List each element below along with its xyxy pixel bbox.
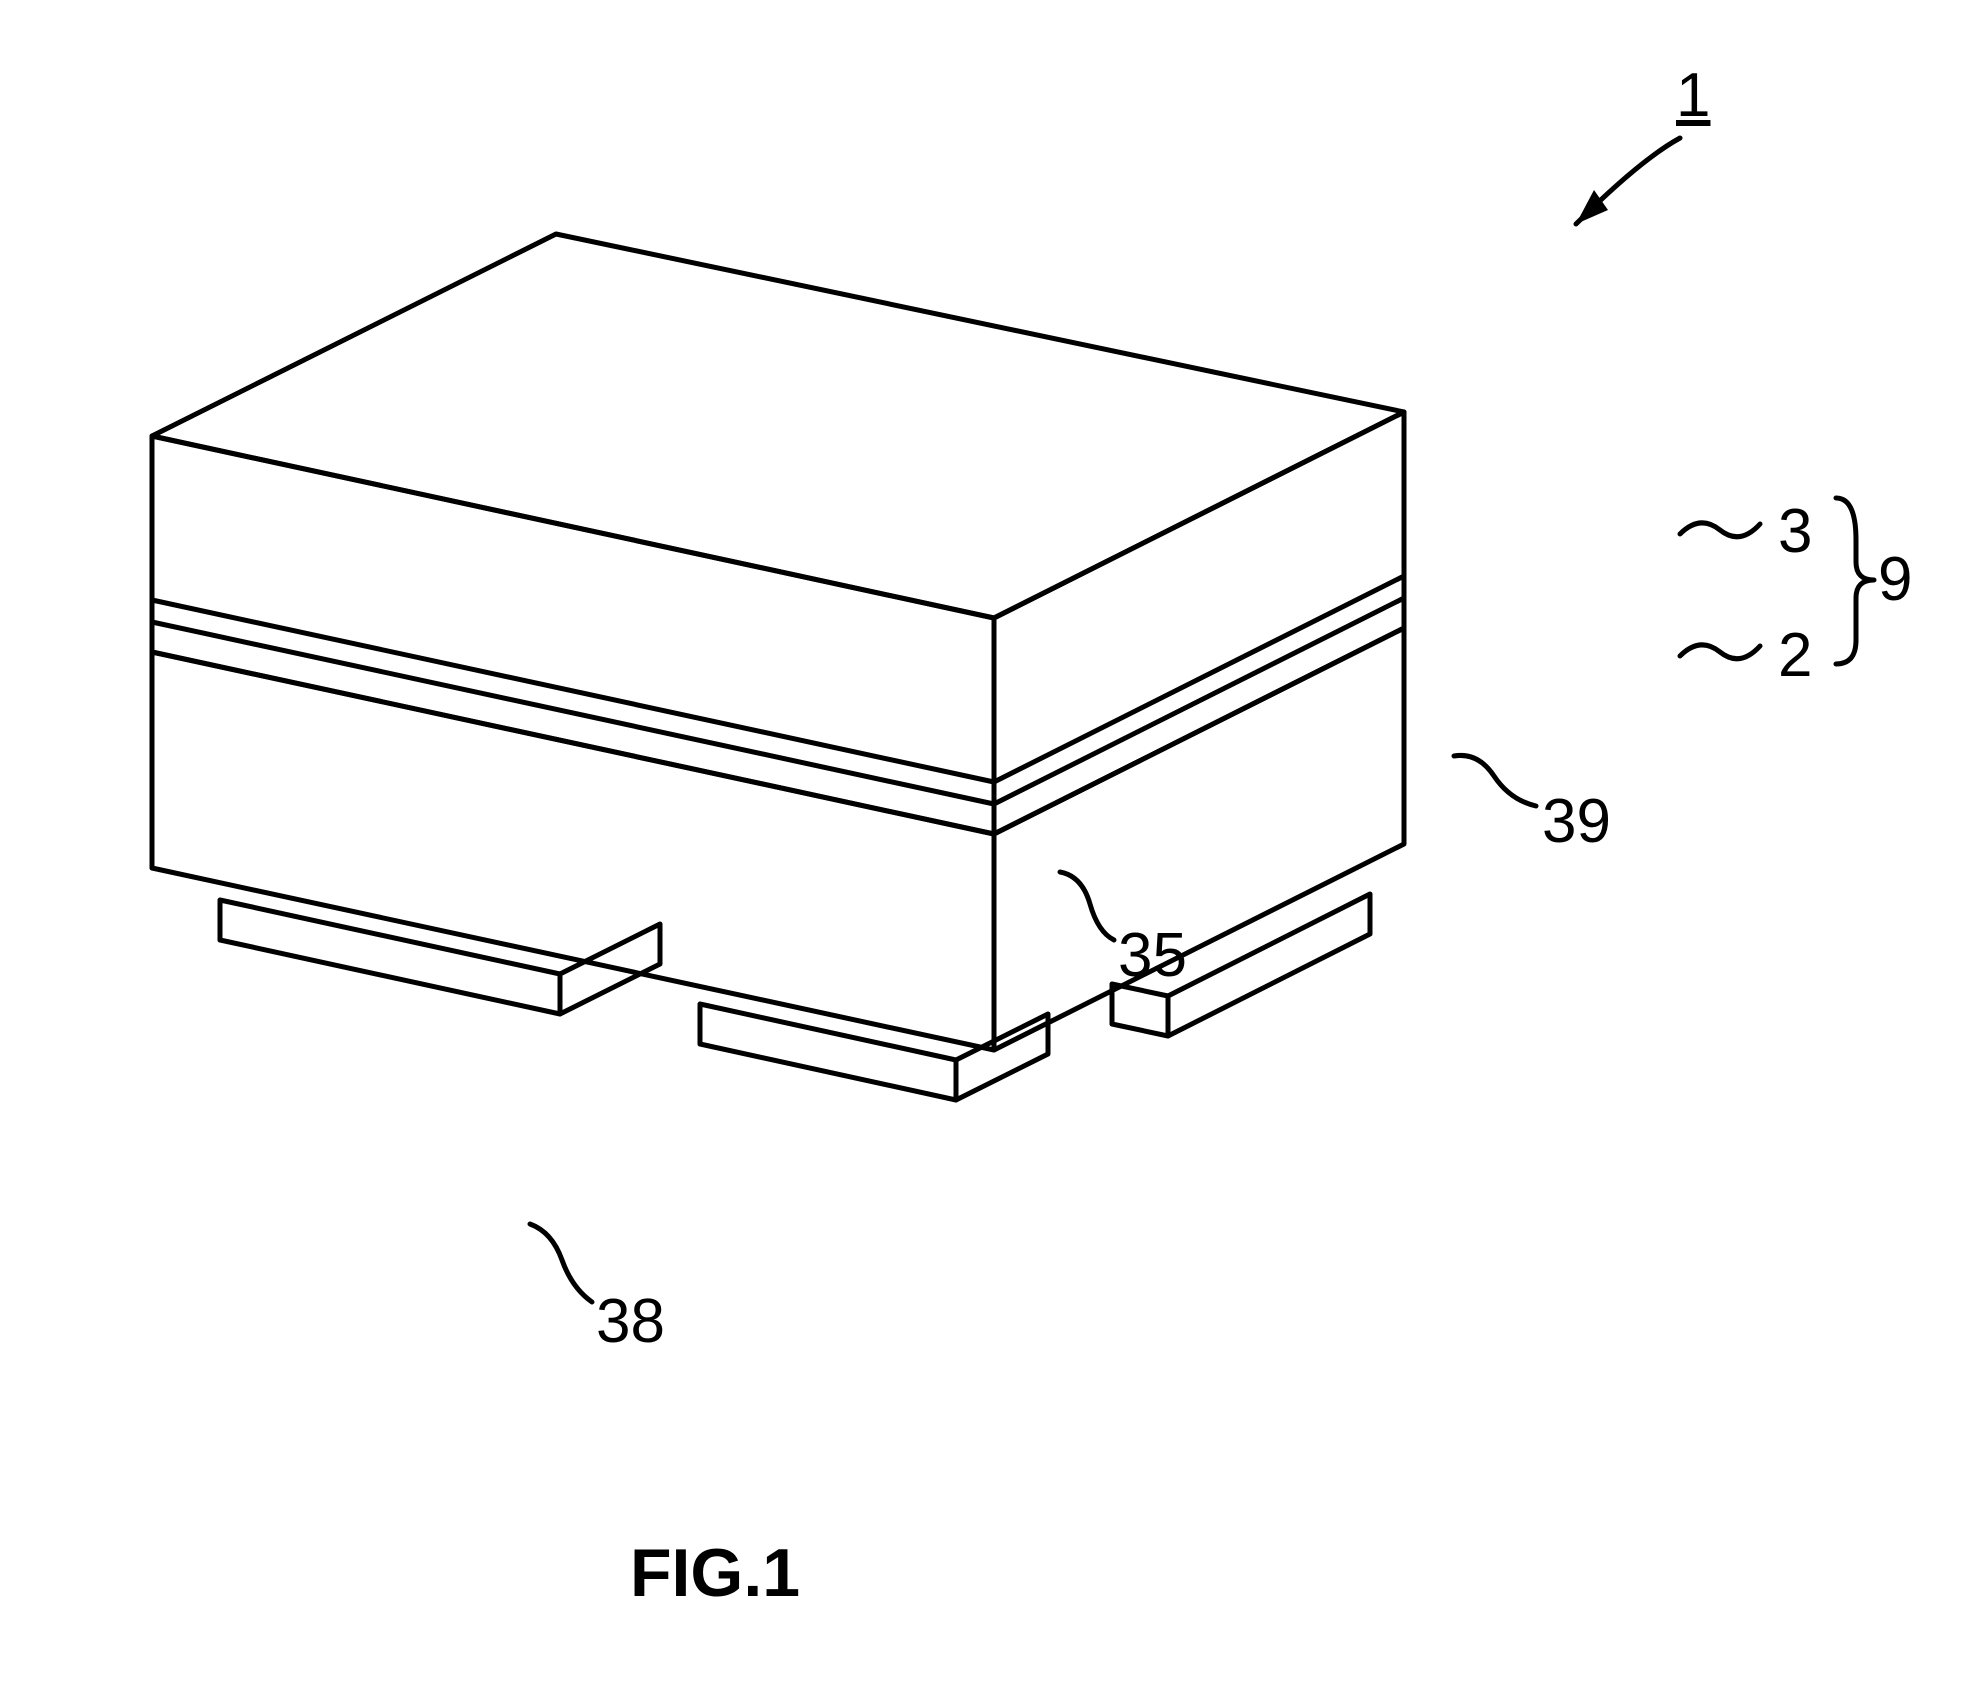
ref-label-3: 3 [1778,496,1812,567]
lid-right-face [994,412,1404,782]
leader-3 [1680,523,1760,537]
leader-2 [1680,645,1760,659]
ref-label-38: 38 [596,1286,665,1357]
thin-layer-right [994,598,1404,834]
body-right-face [994,628,1404,1050]
leader-9-brace [1836,498,1874,664]
leader-38 [530,1224,592,1302]
leader-39 [1454,755,1536,806]
foot-35-front [700,1004,956,1100]
leader-35 [1060,872,1114,940]
technical-diagram [0,0,1964,1683]
ref-label-35: 35 [1118,920,1187,991]
lid-front-face [152,436,994,782]
foot-35-right [956,1014,1048,1100]
ref-label-39: 39 [1542,786,1611,857]
thin-layer-front [152,622,994,834]
ref-label-9: 9 [1878,544,1912,615]
lid-top-face [152,234,1404,618]
figure-caption: FIG.1 [630,1534,800,1612]
ref-label-1: 1 [1676,60,1710,131]
foot-39-right [1168,894,1370,1036]
ref-label-2: 2 [1778,620,1812,691]
foot-39-front [1112,984,1168,1036]
